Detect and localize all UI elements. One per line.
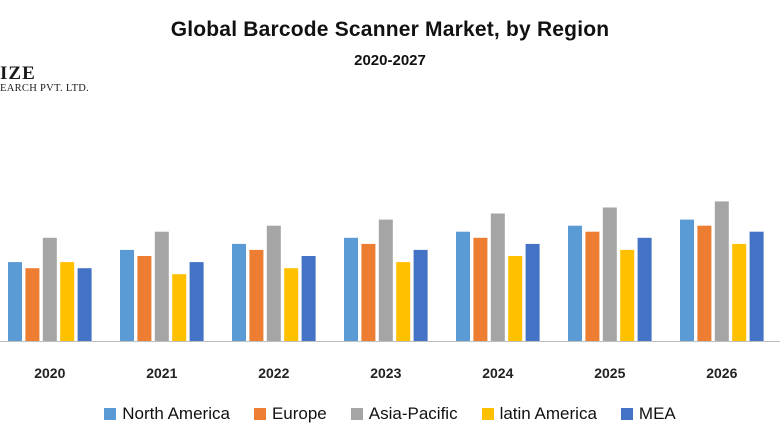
bar-mea-2025 [637, 237, 652, 341]
bar-asia-pacific-2024 [490, 213, 505, 341]
company-logo: IZE EARCH PVT. LTD. [0, 64, 89, 95]
bar-latin-america-2025 [620, 249, 635, 341]
x-tick-label-2022: 2022 [258, 365, 289, 381]
legend-label-mea: MEA [638, 404, 676, 423]
legend-swatch-north-america [104, 408, 117, 420]
chart-legend: North America Europe Asia-Pacific latin Ame… [0, 404, 780, 424]
bar-asia-pacific-2026 [714, 201, 729, 341]
bar-europe-2023 [361, 243, 376, 341]
bar-latin-america-2026 [732, 243, 747, 341]
bar-mea-2026 [749, 231, 764, 341]
bar-north-america-2021 [120, 249, 134, 341]
x-tick-label-2020: 2020 [34, 365, 65, 381]
legend-label-europe: Europe [271, 404, 327, 423]
logo-sub-text: EARCH PVT. LTD. [0, 83, 90, 94]
bar-europe-2022 [249, 249, 264, 341]
x-tick-label-2023: 2023 [370, 365, 401, 381]
bar-north-america-2020 [8, 262, 22, 341]
bar-mea-2024 [525, 243, 540, 341]
x-tick-label-2024: 2024 [482, 365, 513, 381]
legend-swatch-latin-america [481, 408, 494, 420]
x-tick-label-2021: 2021 [146, 365, 177, 381]
x-tick-label-2026: 2026 [706, 365, 737, 381]
legend-swatch-mea [620, 408, 633, 420]
bar-north-america-2026 [680, 219, 694, 341]
legend-item-north-america: North America [104, 404, 230, 424]
bar-asia-pacific-2023 [378, 219, 393, 341]
bar-latin-america-2021 [172, 274, 187, 341]
bar-europe-2021 [137, 256, 152, 341]
chart-title: Global Barcode Scanner Market, by Region [170, 18, 610, 41]
bar-latin-america-2024 [508, 256, 523, 341]
bar-mea-2023 [413, 249, 428, 341]
legend-label-north-america: North America [122, 404, 230, 423]
bar-north-america-2022 [232, 243, 246, 341]
bar-europe-2024 [473, 237, 488, 341]
legend-swatch-asia-pacific [350, 408, 363, 420]
bar-mea-2021 [189, 262, 204, 341]
x-tick-label-2025: 2025 [594, 365, 625, 381]
legend-label-latin-america: latin America [499, 404, 597, 423]
bar-asia-pacific-2025 [602, 207, 617, 341]
bar-latin-america-2023 [396, 262, 411, 341]
logo-main-text: IZE [0, 63, 36, 84]
bar-asia-pacific-2021 [154, 231, 169, 341]
bar-mea-2022 [301, 256, 316, 341]
bar-asia-pacific-2020 [42, 237, 57, 341]
bar-chart-plot: 2020 2021 2022 2023 2024 2025 2026 [0, 201, 780, 381]
legend-item-europe: Europe [253, 404, 327, 424]
legend-item-mea: MEA [620, 404, 676, 424]
bar-asia-pacific-2022 [266, 225, 281, 341]
bar-latin-america-2022 [284, 268, 299, 341]
bar-north-america-2025 [568, 225, 582, 341]
bar-mea-2020 [77, 268, 92, 341]
bar-north-america-2024 [456, 231, 470, 341]
legend-swatch-europe [253, 408, 266, 420]
bar-europe-2020 [25, 268, 40, 341]
legend-item-latin-america: latin America [481, 404, 597, 424]
bar-latin-america-2020 [60, 262, 75, 341]
bar-north-america-2023 [344, 237, 358, 341]
legend-label-asia-pacific: Asia-Pacific [368, 404, 458, 423]
bar-europe-2026 [697, 225, 712, 341]
legend-item-asia-pacific: Asia-Pacific [350, 404, 458, 424]
chart-subtitle: 2020-2027 [354, 52, 426, 69]
bar-europe-2025 [585, 231, 600, 341]
